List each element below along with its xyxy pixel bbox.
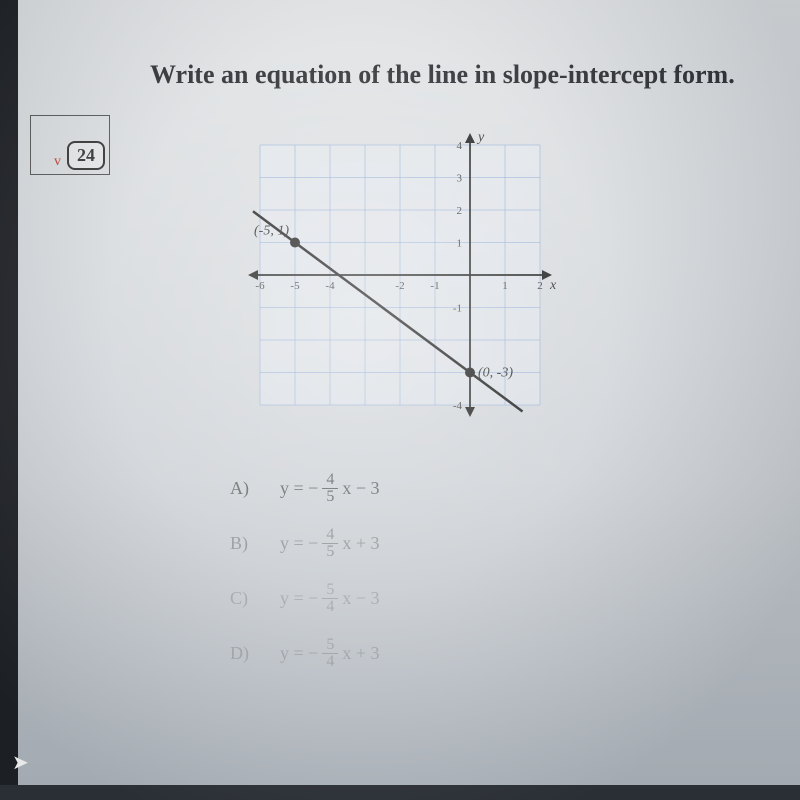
svg-text:2: 2 <box>457 205 463 217</box>
question-title: Write an equation of the line in slope-i… <box>150 60 735 90</box>
answer-equation: y = −45x − 3 <box>280 472 379 505</box>
answer-equation: y = −45x + 3 <box>280 527 379 560</box>
line-graph: 1 2 -6 -5 -4 -2 -1 1 2 3 4 -1 -4 x y (-5, 1) (0, -3) <box>240 130 560 420</box>
svg-text:4: 4 <box>457 140 463 152</box>
question-number-badge: 24 <box>67 141 105 170</box>
svg-text:-4: -4 <box>325 280 335 292</box>
answer-equation: y = −54x + 3 <box>280 637 379 670</box>
answer-letter: A) <box>230 478 280 499</box>
svg-text:-4: -4 <box>453 400 463 412</box>
answer-choice[interactable]: C)y = −54x − 3 <box>230 582 379 615</box>
answer-letter: D) <box>230 643 280 664</box>
answer-letter: B) <box>230 533 280 554</box>
worksheet-page: Write an equation of the line in slope-i… <box>10 0 800 800</box>
svg-text:1: 1 <box>502 280 508 292</box>
device-bezel-left <box>0 0 18 800</box>
svg-text:x: x <box>549 278 557 293</box>
answer-choice[interactable]: A)y = −45x − 3 <box>230 472 379 505</box>
answer-choice[interactable]: D)y = −54x + 3 <box>230 637 379 670</box>
svg-text:-6: -6 <box>255 280 265 292</box>
svg-text:y: y <box>476 130 485 145</box>
caret-down-icon: v <box>54 154 61 170</box>
svg-text:(0, -3): (0, -3) <box>478 366 513 381</box>
answer-choices: A)y = −45x − 3 B)y = −45x + 3 C)y = −54x −… <box>230 450 379 692</box>
svg-text:1: 1 <box>457 238 463 250</box>
svg-text:-2: -2 <box>395 280 404 292</box>
svg-text:-5: -5 <box>290 280 300 292</box>
answer-equation: y = −54x − 3 <box>280 582 379 615</box>
svg-text:-1: -1 <box>453 303 462 315</box>
svg-text:2: 2 <box>537 280 543 292</box>
answer-choice[interactable]: B)y = −45x + 3 <box>230 527 379 560</box>
svg-text:(-5, 1): (-5, 1) <box>254 224 289 239</box>
question-marker-box: v 24 <box>30 115 110 175</box>
device-bezel-bottom <box>0 785 800 800</box>
svg-text:3: 3 <box>457 173 463 185</box>
answer-letter: C) <box>230 588 280 609</box>
svg-text:-1: -1 <box>430 280 439 292</box>
